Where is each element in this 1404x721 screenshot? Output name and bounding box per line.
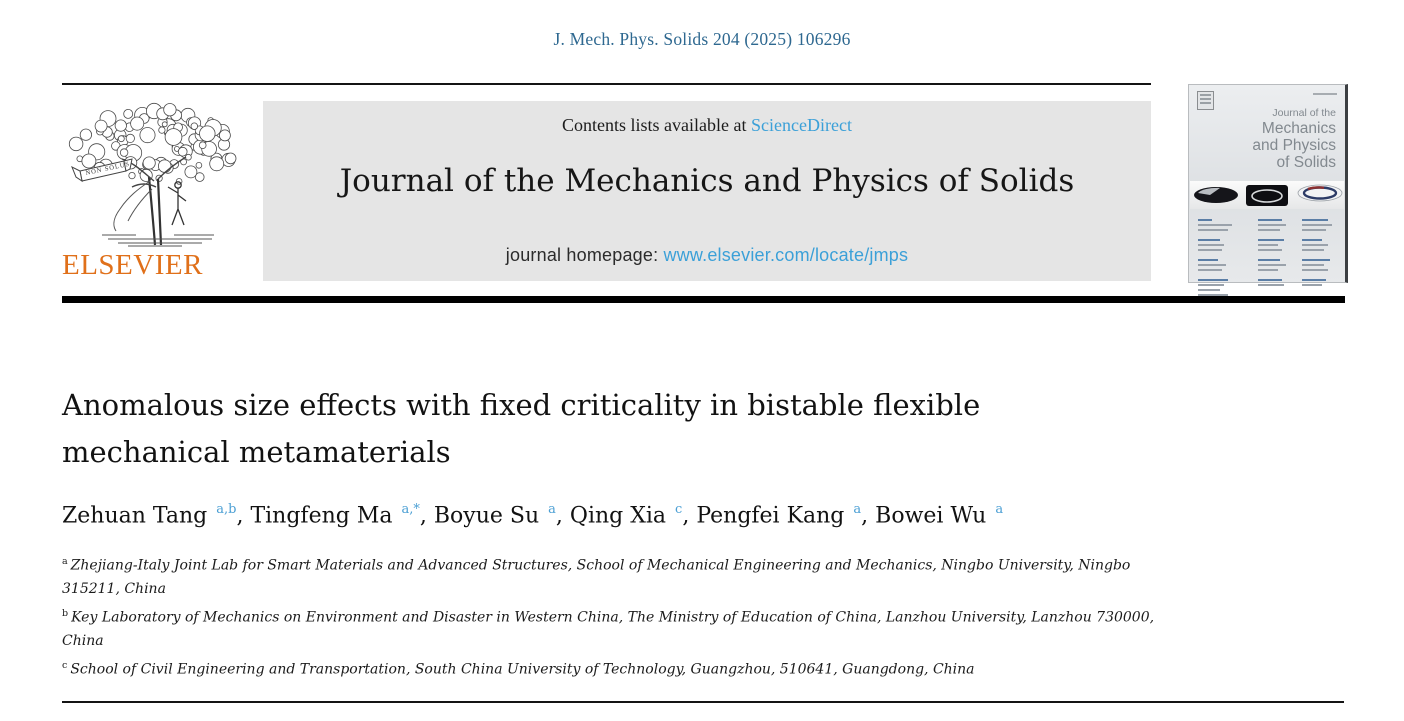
- elsevier-logo: NON SOLUS ELSEVIER: [62, 97, 262, 293]
- cover-title-line: Mechanics: [1261, 120, 1336, 137]
- author-affiliation-superscript: a: [853, 502, 862, 517]
- author-name: Qing Xia: [569, 503, 674, 529]
- cover-title-line: Journal of the: [1272, 107, 1336, 119]
- elsevier-wordmark: ELSEVIER: [62, 249, 203, 281]
- non-solus-ribbon: NON SOLUS: [71, 158, 133, 183]
- author-name: Pengfei Kang: [696, 503, 852, 529]
- cover-disk-artwork: [1194, 184, 1343, 206]
- journal-homepage-link[interactable]: www.elsevier.com/locate/jmps: [663, 245, 909, 265]
- contents-text: Contents lists available at: [562, 115, 751, 135]
- author-separator: ,: [682, 503, 697, 529]
- author-name: Bowei Wu: [875, 503, 994, 529]
- author-affiliation-superscript: a: [548, 502, 556, 517]
- contents-line: Contents lists available at ScienceDirec…: [263, 115, 1151, 136]
- journal-cover-thumbnail: Journal of the Mechanics and Physics of Sol…: [1188, 84, 1348, 296]
- cover-title-line: of Solids: [1276, 154, 1336, 171]
- author-list: Zehuan Tang a,b, Tingfeng Ma a,*, Boyue …: [62, 502, 1172, 529]
- affiliation-label: c: [62, 659, 68, 671]
- header-top-rule: [62, 83, 1151, 85]
- author-affiliation-superscript: a,b: [216, 502, 237, 517]
- sciencedirect-link[interactable]: ScienceDirect: [751, 115, 852, 135]
- author-separator: ,: [236, 503, 251, 529]
- homepage-label: journal homepage:: [505, 245, 664, 265]
- author-affiliation-superscript: a: [995, 502, 1004, 517]
- author-name: Zehuan Tang: [62, 503, 215, 529]
- cover-journal-title: Journal of the Mechanics and Physics of Sol…: [1252, 107, 1336, 171]
- journal-title: Journal of the Mechanics and Physics of …: [339, 163, 1075, 199]
- article-title-line: Anomalous size effects with fixed critic…: [62, 388, 981, 422]
- cover-elsevier-mini-logo: [1197, 91, 1214, 110]
- cover-title-line: and Physics: [1252, 137, 1336, 154]
- journal-header: NON SOLUS ELSEVIER Contents lists availa…: [62, 83, 1348, 311]
- elsevier-tree-icon: NON SOLUS: [68, 102, 237, 247]
- affiliation-list: a Zhejiang-Italy Joint Lab for Smart Mate…: [62, 550, 1162, 681]
- article-title: Anomalous size effects with fixed critic…: [62, 382, 1172, 476]
- cover-volume-text-bar: [1313, 93, 1337, 95]
- author-separator: ,: [419, 503, 434, 529]
- affiliation-text: Zhejiang-Italy Joint Lab for Smart Mater…: [62, 557, 1131, 598]
- affiliation-text: Key Laboratory of Mechanics on Environme…: [62, 609, 1155, 650]
- affiliation-label: b: [62, 607, 69, 619]
- affiliation-item: a Zhejiang-Italy Joint Lab for Smart Mate…: [62, 550, 1162, 602]
- article-title-line: mechanical metamaterials: [62, 435, 451, 469]
- header-divider-bar: [62, 296, 1345, 303]
- affiliation-item: c School of Civil Engineering and Transpo…: [62, 654, 1162, 682]
- homepage-line: journal homepage: www.elsevier.com/locat…: [263, 245, 1151, 266]
- ground-hatching: [102, 234, 214, 247]
- affiliation-item: b Key Laboratory of Mechanics on Environm…: [62, 602, 1162, 654]
- article-front-matter: Anomalous size effects with fixed critic…: [62, 382, 1172, 682]
- cover-artwork-band: [1190, 181, 1344, 209]
- affiliation-label: a: [62, 556, 68, 568]
- author-separator: ,: [861, 503, 876, 529]
- standing-figure-icon: [167, 181, 187, 226]
- journal-banner: Contents lists available at ScienceDirec…: [263, 101, 1151, 281]
- author-separator: ,: [555, 503, 570, 529]
- tree-trunk: [147, 176, 163, 246]
- journal-citation: J. Mech. Phys. Solids 204 (2025) 106296: [553, 29, 851, 49]
- author-name: Boyue Su: [433, 503, 547, 529]
- author-name: Tingfeng Ma: [250, 503, 400, 529]
- section-divider-rule: [62, 701, 1344, 703]
- author-affiliation-superscript: c: [675, 502, 683, 517]
- vine: [113, 180, 153, 232]
- cover-editor-columns: [1198, 219, 1339, 296]
- author-affiliation-superscript: a,*: [401, 502, 420, 517]
- affiliation-text: School of Civil Engineering and Transpor…: [70, 661, 975, 678]
